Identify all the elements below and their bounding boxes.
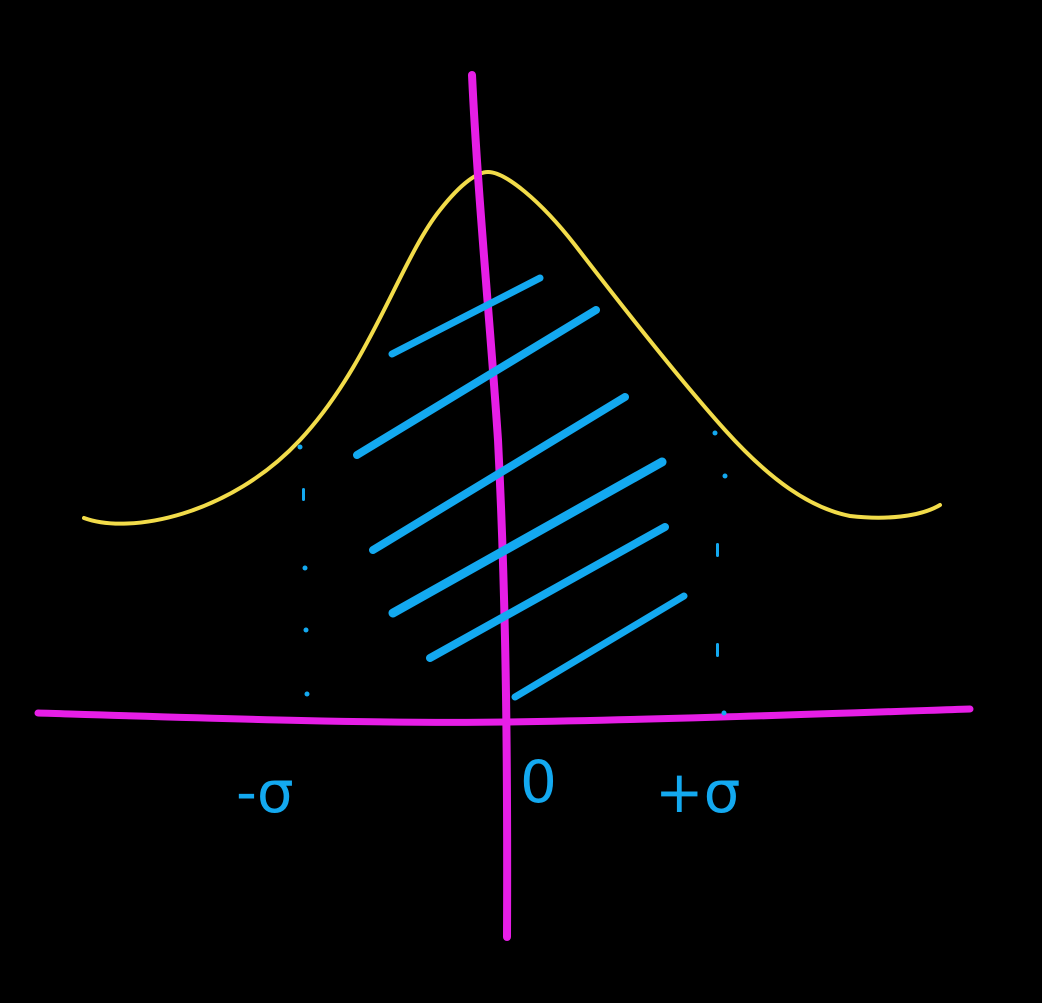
guide-dot bbox=[722, 473, 728, 479]
plus-sigma-label: +σ bbox=[655, 758, 740, 826]
guide-dot bbox=[297, 444, 303, 450]
guide-dot bbox=[716, 643, 719, 657]
minus-sigma-guide-line bbox=[297, 444, 310, 697]
vertical-axis bbox=[468, 71, 512, 941]
guide-dot bbox=[302, 488, 305, 501]
plus-sigma-guide-line bbox=[712, 430, 728, 716]
guide-dot bbox=[712, 430, 718, 436]
hatch-stroke bbox=[353, 306, 600, 459]
zero-label: 0 bbox=[520, 748, 557, 816]
guide-dot bbox=[716, 543, 719, 557]
bell-curve bbox=[82, 170, 942, 526]
guide-dot bbox=[721, 710, 727, 716]
shaded-area bbox=[353, 274, 688, 701]
guide-dot bbox=[302, 565, 308, 571]
hatch-stroke bbox=[511, 592, 688, 701]
guide-dot bbox=[303, 627, 309, 633]
hatch-stroke bbox=[426, 523, 669, 662]
hatch-stroke bbox=[369, 393, 629, 554]
horizontal-axis bbox=[34, 705, 974, 726]
hatch-stroke bbox=[388, 274, 544, 358]
hatch-stroke bbox=[388, 457, 667, 618]
minus-sigma-label: -σ bbox=[236, 758, 294, 826]
guide-dot bbox=[304, 691, 310, 697]
